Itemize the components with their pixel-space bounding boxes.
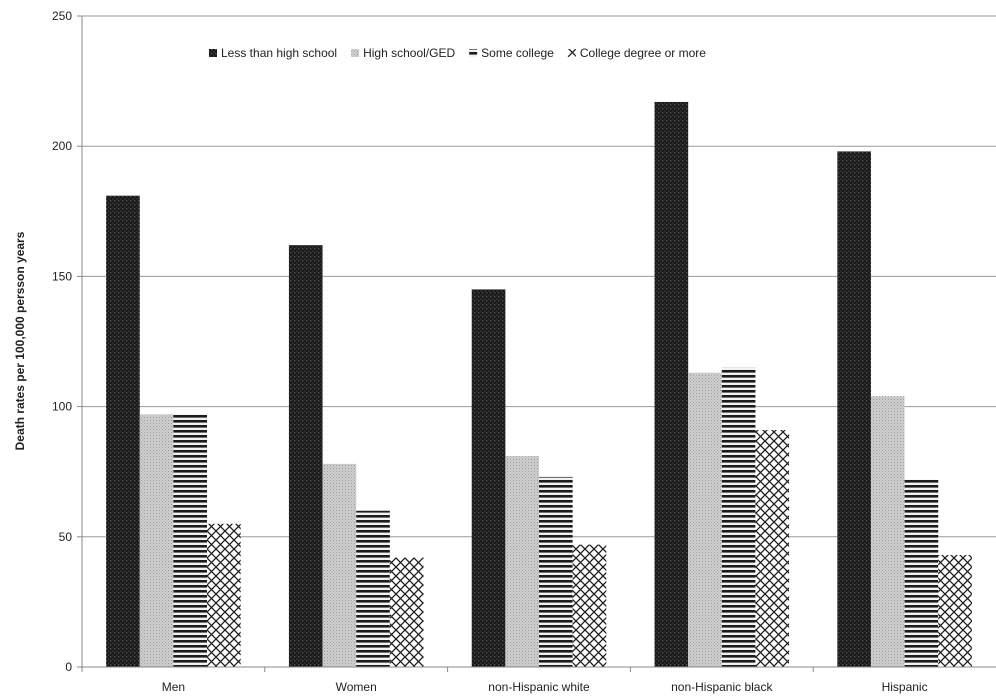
y-axis-title: Death rates per 100,000 persson years [13, 231, 27, 450]
bar-1-0 [288, 245, 323, 668]
y-tick-label: 200 [52, 139, 72, 153]
x-category-label: non-Hispanic white [488, 680, 590, 694]
legend-label: College degree or more [580, 46, 706, 60]
bar-3-3 [755, 430, 790, 667]
bar-0-2 [173, 414, 208, 667]
bar-2-0 [471, 289, 506, 667]
bar-0-3 [207, 523, 241, 667]
legend-label: High school/GED [363, 46, 455, 60]
y-tick-label: 150 [52, 269, 72, 283]
bar-1-3 [389, 557, 424, 667]
legend-item: High school/GED [351, 46, 455, 60]
x-category-label: Hispanic [882, 680, 928, 694]
legend-swatch [209, 49, 217, 57]
y-tick-label: 100 [52, 400, 72, 414]
legend-swatch [567, 49, 576, 57]
x-category-label: non-Hispanic black [671, 680, 773, 694]
bar-3-2 [721, 367, 756, 667]
bar-2-1 [505, 456, 539, 667]
x-category-labels: Men Women non-Hispanic white non-Hispanic b… [162, 680, 928, 694]
y-tick-label: 0 [65, 660, 72, 674]
bar-2-2 [539, 476, 573, 667]
bar-2-3 [572, 544, 607, 667]
legend-item: College degree or more [567, 46, 706, 60]
bars [81, 101, 972, 672]
legend-item: Some college [469, 46, 554, 60]
bar-0-0 [106, 195, 140, 667]
legend-label: Some college [481, 46, 554, 60]
legend-label: Less than high school [221, 46, 337, 60]
bar-4-3 [938, 555, 972, 667]
bar-1-1 [322, 463, 357, 667]
x-category-label: Men [162, 680, 185, 694]
bar-3-1 [688, 372, 722, 667]
legend: Less than high school High school/GED Some… [209, 46, 706, 60]
bar-4-2 [904, 479, 939, 667]
bar-4-0 [837, 151, 871, 667]
legend-swatch [469, 49, 478, 57]
bar-1-2 [356, 510, 390, 667]
bar-4-1 [870, 396, 905, 667]
bar-0-1 [139, 414, 174, 667]
y-tick-label: 50 [59, 530, 73, 544]
bar-3-0 [654, 101, 689, 667]
x-category-label: Women [336, 680, 377, 694]
legend-item: Less than high school [209, 46, 337, 60]
legend-swatch [351, 49, 360, 57]
y-tick-labels: 0 50 100 150 200 250 [52, 9, 72, 674]
y-tick-label: 250 [52, 9, 72, 23]
